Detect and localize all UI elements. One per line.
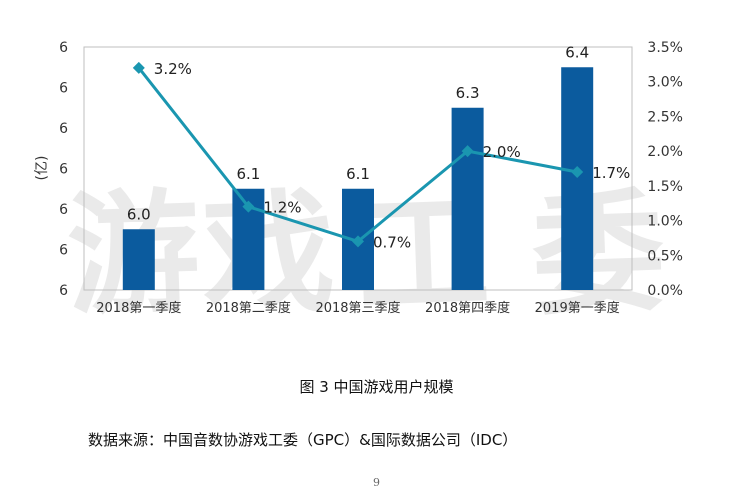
left-axis-tick: 6 <box>59 283 68 299</box>
line-point <box>132 61 145 74</box>
left-axis-tick: 6 <box>59 162 68 178</box>
left-axis-tick: 6 <box>59 243 68 259</box>
figure-caption: 图 3 中国游戏用户规模 <box>299 378 454 396</box>
page-number: 9 <box>373 476 380 489</box>
right-axis-tick: 2.0% <box>647 144 683 160</box>
right-axis-tick: 2.5% <box>647 109 683 125</box>
line-point <box>242 200 255 213</box>
watermark-char-1: 戏 <box>200 176 337 335</box>
line-point <box>352 235 364 248</box>
watermark-char-3: 委 <box>530 176 667 335</box>
chart: 游戏工委66666660.0%0.5%1.0%1.5%2.0%2.5%3.0%3… <box>34 40 683 335</box>
bar <box>561 67 594 290</box>
x-axis-tick: 2018第四季度 <box>425 300 510 316</box>
line-value-label: 1.2% <box>263 199 301 217</box>
bar-value-label: 6.3 <box>456 84 480 102</box>
bar <box>451 107 484 290</box>
line-value-label: 1.7% <box>592 164 630 182</box>
x-axis-tick: 2018第三季度 <box>315 300 400 316</box>
right-axis-tick: 0.5% <box>647 248 683 264</box>
data-source: 数据来源：中国音数协游戏工委（GPC）&国际数据公司（IDC） <box>88 431 518 449</box>
x-axis-tick: 2018第一季度 <box>96 300 181 316</box>
left-axis-tick: 6 <box>59 202 68 218</box>
line-value-label: 0.7% <box>373 233 411 251</box>
x-axis-tick: 2018第二季度 <box>206 300 291 316</box>
line-point <box>571 165 584 178</box>
left-axis-tick: 6 <box>59 81 68 97</box>
bar-value-label: 6.4 <box>565 43 589 61</box>
bar-value-label: 6.1 <box>236 165 260 183</box>
right-axis-tick: 0.0% <box>647 283 683 299</box>
bar <box>122 229 155 290</box>
right-axis-tick: 3.0% <box>647 75 683 91</box>
line-point <box>461 145 474 158</box>
left-axis-tick: 6 <box>59 40 68 56</box>
right-axis-tick: 1.5% <box>647 179 683 195</box>
y-axis-label: (亿) <box>34 156 50 181</box>
right-axis-tick: 3.5% <box>647 40 683 56</box>
bar-value-label: 6.1 <box>346 165 370 183</box>
bar-value-label: 6.0 <box>127 205 151 223</box>
line-value-label: 3.2% <box>154 60 192 78</box>
right-axis-tick: 1.0% <box>647 214 683 230</box>
x-axis-tick: 2019第一季度 <box>535 300 620 316</box>
line-value-label: 2.0% <box>483 143 521 161</box>
left-axis-tick: 6 <box>59 121 68 137</box>
